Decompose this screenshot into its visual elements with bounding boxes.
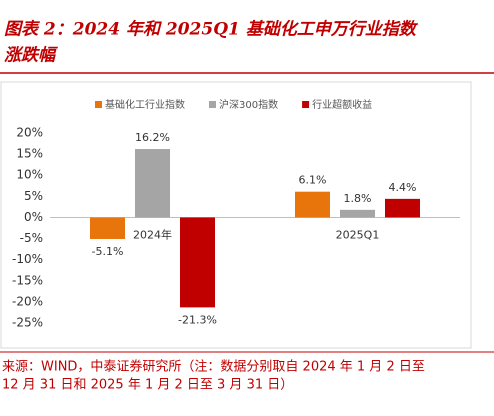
bar <box>340 209 375 218</box>
x-tick-label: 2025Q1 <box>336 228 380 241</box>
x-tick-label: 2024年 <box>133 227 172 241</box>
y-tick-label: -10% <box>12 252 43 266</box>
y-tick-label: -20% <box>12 294 43 308</box>
bar <box>295 191 330 218</box>
data-label: 6.1% <box>299 174 327 187</box>
data-label: -5.1% <box>92 245 124 258</box>
bar <box>135 149 170 218</box>
y-tick-label: 15% <box>16 147 43 161</box>
y-tick-label: -15% <box>12 273 43 287</box>
y-tick-label: 5% <box>24 189 43 203</box>
y-tick-label: 10% <box>16 168 43 182</box>
figure-title: 图表 2：2024 年和 2025Q1 基础化工申万行业指数 <box>4 20 419 40</box>
data-label: -21.3% <box>178 313 217 326</box>
y-tick-label: 0% <box>24 210 43 224</box>
data-label: 16.2% <box>135 131 170 144</box>
legend-swatch <box>302 101 310 108</box>
y-tick-label: 20% <box>16 126 43 140</box>
data-label: 1.8% <box>344 192 372 205</box>
source: 来源：WIND，中泰证券研究所（注：数据分别取自 2024 年 1 月 2 日至 <box>2 359 425 375</box>
figure-title: 涨跌幅 <box>4 46 58 66</box>
bar <box>385 198 420 218</box>
legend-label: 沪深300指数 <box>219 98 278 111</box>
y-tick-label: -25% <box>12 316 43 330</box>
bar <box>90 217 125 239</box>
legend-swatch <box>209 101 216 108</box>
legend-swatch <box>95 101 102 108</box>
data-label: 4.4% <box>389 181 417 194</box>
legend-label: 基础化工行业指数 <box>105 98 185 111</box>
bar <box>180 217 215 308</box>
y-tick-label: -5% <box>20 231 43 245</box>
chart-frame <box>0 81 472 349</box>
source: 12 月 31 日和 2025 年 1 月 2 日至 3 月 31 日） <box>2 378 293 393</box>
legend-label: 行业超额收益 <box>312 98 372 111</box>
